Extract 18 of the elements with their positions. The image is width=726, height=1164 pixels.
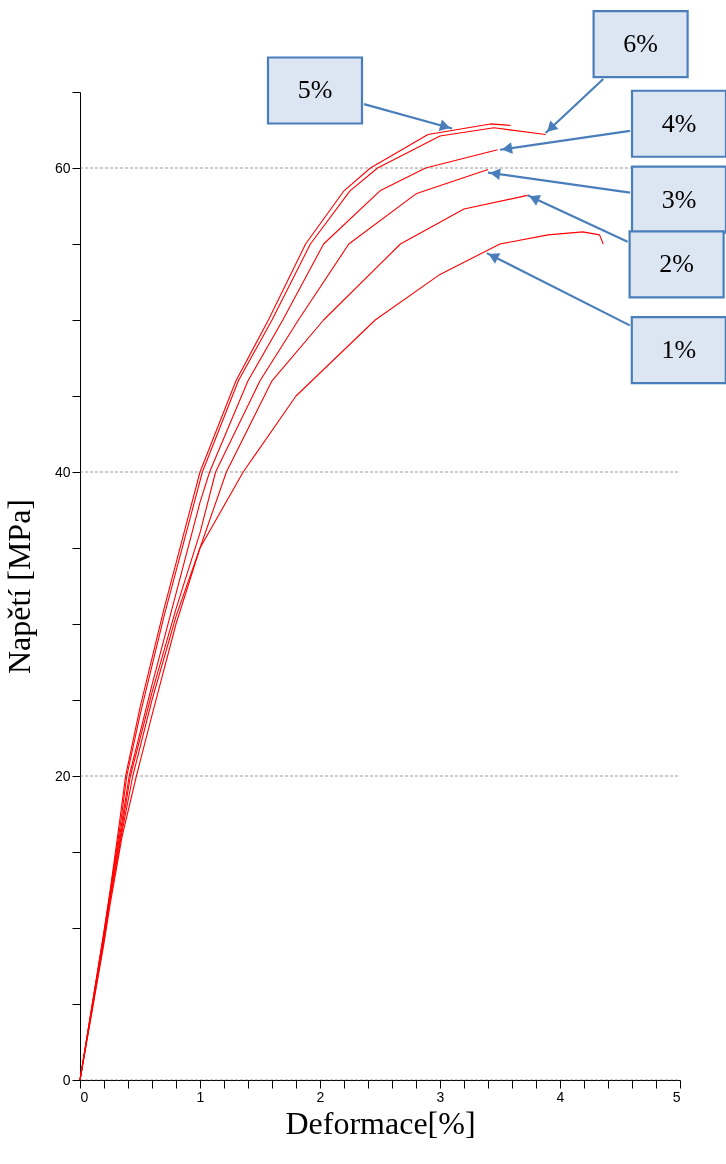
x-tick-label: 2 — [316, 1088, 325, 1105]
annotation: 4% — [661, 108, 697, 138]
y-tick-label: 40 — [54, 463, 71, 480]
annotation: 3% — [661, 184, 697, 214]
annotation: 6% — [623, 29, 658, 59]
y-axis-title: Napětí [MPa] — [0, 498, 37, 675]
x-tick-label: 1 — [196, 1088, 205, 1105]
y-tick-label: 60 — [54, 159, 71, 176]
x-axis-title: Deformace[%] — [285, 1104, 476, 1141]
annotation: 2% — [659, 249, 694, 279]
y-tick-label: 20 — [54, 767, 71, 784]
x-tick-label: 3 — [436, 1088, 445, 1105]
y-tick-label: 0 — [62, 1071, 71, 1088]
annotation: 5% — [297, 75, 333, 105]
x-tick-label: 0 — [80, 1088, 89, 1105]
annotation: 1% — [661, 335, 697, 365]
x-tick-label: 5 — [672, 1088, 681, 1105]
x-tick-label: 4 — [556, 1088, 565, 1105]
